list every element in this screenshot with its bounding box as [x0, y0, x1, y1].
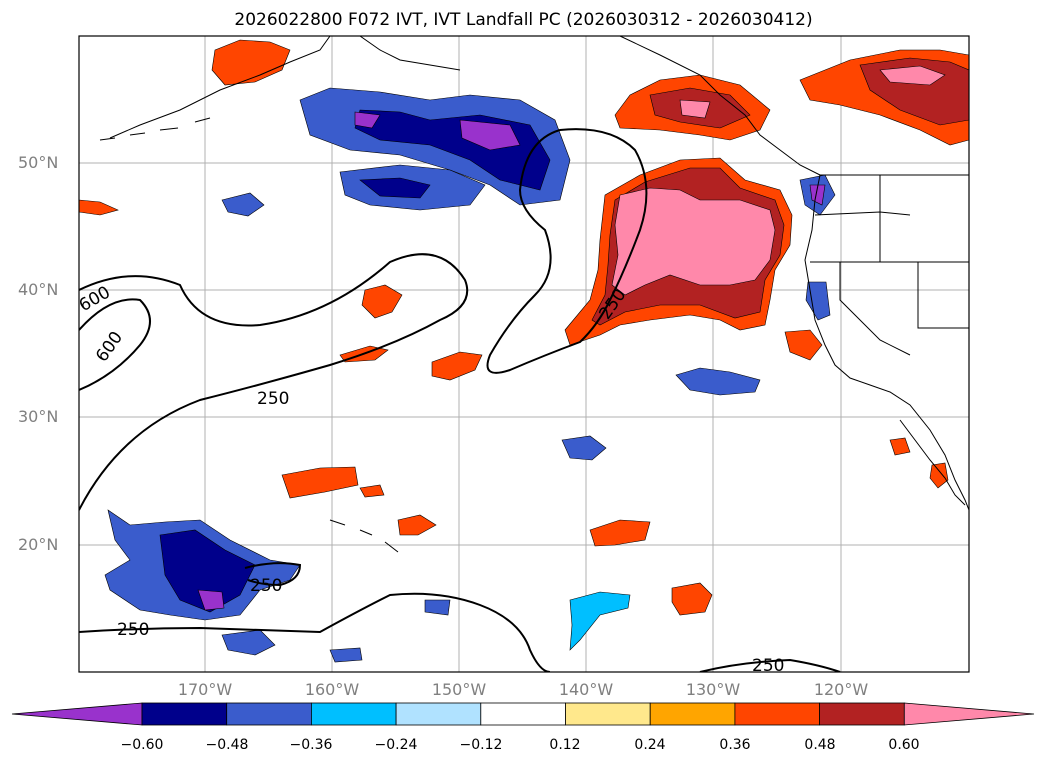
pos-region-sw-coast — [889, 437, 911, 456]
neg-region-southwest-core — [159, 529, 256, 613]
colorbar-tick: 0.48 — [804, 737, 836, 753]
neg-region-center — [561, 435, 607, 461]
colorbar-tick: −0.36 — [289, 737, 333, 753]
pos-region-mid1 — [361, 284, 403, 319]
aleutian-islands — [99, 117, 211, 141]
colorbar-tick: −0.48 — [205, 737, 249, 753]
pos-region-coast-ca — [784, 329, 823, 361]
state-border-nv — [839, 262, 911, 356]
coast-us-west — [804, 174, 969, 511]
pos-region-small-mex — [929, 462, 949, 489]
lon-label-130w: 130°W — [685, 680, 741, 699]
ivt-contour-250-sw — [244, 562, 302, 587]
contour-label: 250 — [752, 656, 784, 676]
neg-region-south-center — [569, 591, 631, 651]
lat-label-30n: 30°N — [18, 407, 59, 426]
neg-region-se — [424, 599, 451, 616]
contour-label: 250 — [257, 389, 289, 409]
contour-label: 600 — [76, 282, 114, 316]
lat-label-50n: 50°N — [18, 153, 59, 172]
colorbar-seg-2 — [226, 702, 312, 726]
ivt-contour-250-se — [699, 658, 841, 672]
ivt-contours — [79, 128, 841, 672]
neg-region-coast-core — [809, 184, 826, 206]
pos-region-subtrop4 — [671, 582, 713, 616]
map-title: 2026022800 F072 IVT, IVT Landfall PC (20… — [234, 10, 813, 30]
neg-region-ss — [329, 647, 363, 663]
pos-region-north-coast-peak — [679, 99, 711, 119]
map-plot-area — [79, 36, 969, 672]
colorbar-max-extend — [903, 702, 1035, 726]
lat-label-40n: 40°N — [18, 280, 59, 299]
lon-label-170w: 170°W — [177, 680, 233, 699]
pos-region-mid2 — [431, 351, 483, 381]
colorbar-tick: −0.24 — [374, 737, 418, 753]
neg-region-mid-core — [359, 177, 431, 199]
colorbar-seg-7 — [649, 702, 736, 726]
lon-label-140w: 140°W — [558, 680, 614, 699]
pos-region-subtrop1 — [281, 466, 359, 499]
colorbar-seg-1 — [141, 702, 228, 726]
contour-label: 250 — [250, 576, 282, 596]
coastlines — [99, 36, 969, 553]
pos-region-subtrop2 — [397, 514, 437, 536]
pos-region-canada-peak — [879, 65, 946, 86]
coast-canada-bc — [619, 36, 821, 176]
colorbar-seg-9 — [819, 702, 905, 726]
ivt-contour-600 — [79, 298, 151, 391]
pos-region-hawaii — [359, 484, 385, 498]
contour-label: 250 — [117, 620, 149, 640]
positive-ivt-regions — [79, 39, 969, 616]
ivt-contour-250-ne — [486, 128, 648, 374]
colorbar-tick: −0.12 — [459, 737, 503, 753]
pos-region-main-ar-peak — [611, 187, 776, 296]
neg-region-small1 — [221, 192, 265, 217]
ivt-contour-250-south — [79, 592, 551, 672]
baja — [899, 419, 966, 506]
colorbar-tick: −0.60 — [120, 737, 164, 753]
colorbar-tick: 0.36 — [719, 737, 751, 753]
hawaii-islands — [329, 519, 399, 553]
colorbar-min-extend — [11, 702, 143, 726]
neg-region-southwest-peak — [197, 589, 225, 611]
colorbar-seg-4 — [395, 702, 482, 726]
neg-region-south-small — [221, 629, 276, 656]
colorbar-seg-6 — [565, 702, 651, 726]
state-border-az — [917, 262, 969, 329]
state-border-wa-or — [814, 211, 911, 216]
contour-label: 600 — [92, 328, 127, 366]
coast-alaska2 — [359, 36, 461, 71]
lon-label-120w: 120°W — [813, 680, 869, 699]
colorbar-tick: 0.60 — [888, 737, 920, 753]
neg-region-gulf-alaska-peak — [459, 119, 521, 151]
ivt-contour-250-main — [79, 253, 469, 511]
lon-label-160w: 160°W — [304, 680, 360, 699]
colorbar — [11, 702, 1035, 726]
map-frame — [78, 35, 970, 673]
colorbar-seg-3 — [310, 702, 397, 726]
pos-region-nw — [211, 39, 291, 86]
lon-label-150w: 150°W — [431, 680, 487, 699]
pos-region-subtrop3 — [589, 519, 651, 547]
colorbar-seg-5 — [480, 702, 566, 726]
neg-region-east — [675, 367, 761, 396]
colorbar-tick: 0.24 — [634, 737, 666, 753]
colorbar-tick: 0.12 — [549, 737, 581, 753]
coast-alaska — [109, 36, 331, 139]
pos-region-west-edge — [79, 199, 119, 216]
neg-region-coast2 — [805, 281, 831, 321]
lat-label-20n: 20°N — [18, 535, 59, 554]
colorbar-seg-8 — [734, 702, 821, 726]
neg-region-gulf-alaska-peak2 — [354, 111, 381, 129]
negative-ivt-regions — [104, 87, 836, 663]
